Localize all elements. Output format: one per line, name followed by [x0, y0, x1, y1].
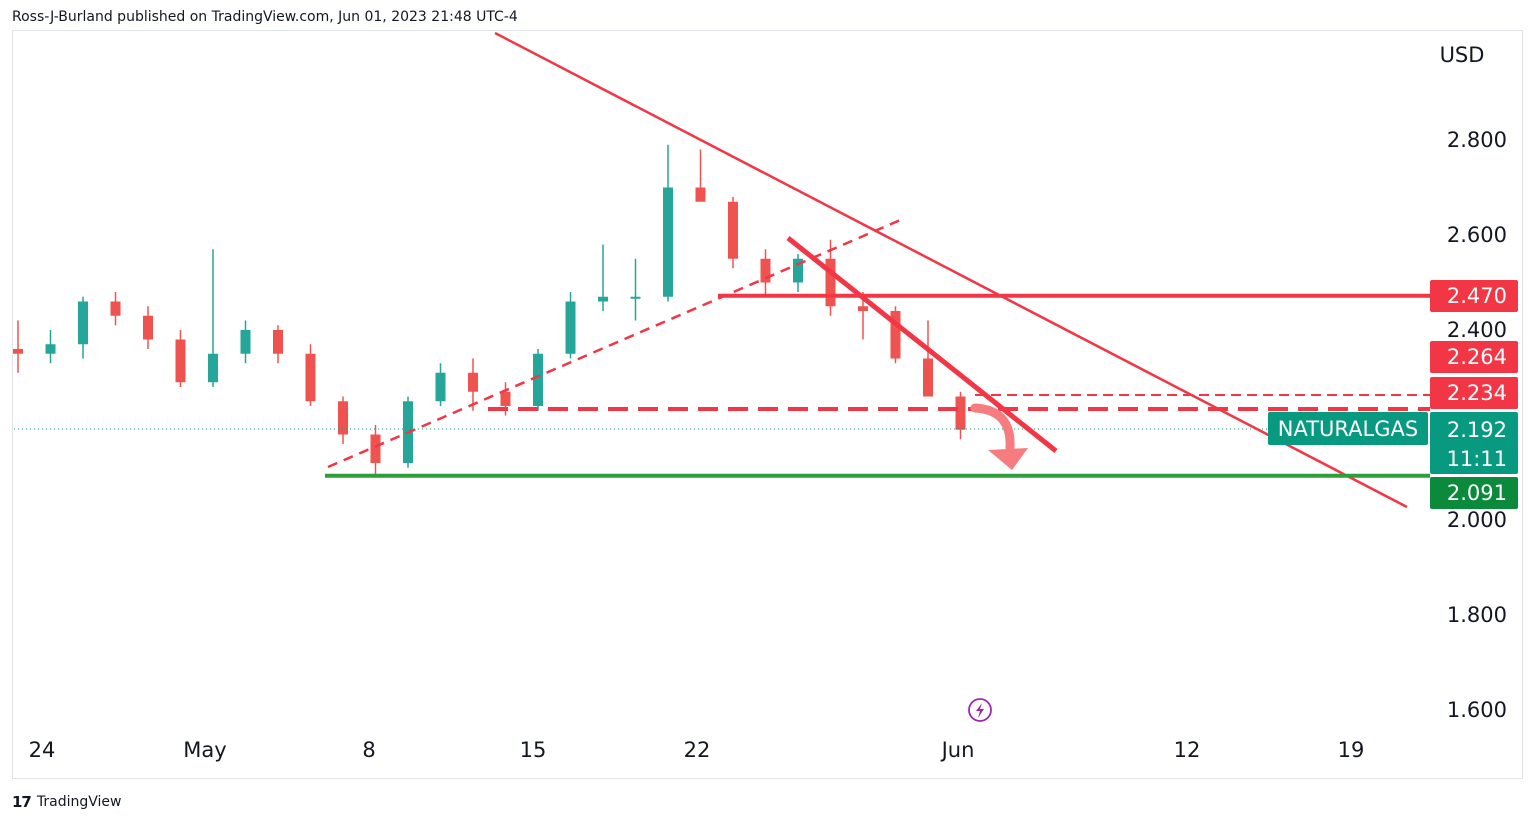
- time-axis: 24 May 8 15 22 Jun 12 19: [29, 698, 1365, 762]
- tag-2264-text: 2.264: [1447, 345, 1507, 369]
- candle-body: [78, 301, 88, 345]
- candle-body: [598, 296, 608, 302]
- candle-body: [923, 358, 933, 397]
- tag-2091-bg: [1430, 477, 1518, 509]
- projection-arrow-curve: [970, 403, 1015, 453]
- candle-body: [13, 349, 23, 354]
- price-tags-layer: 2.470 2.264 2.234 NATURALGAS 2.192 11:11 2.091: [1268, 280, 1518, 509]
- price-axis: USD 2.800 2.600 2.400 2.000 1.800 1.600: [1440, 43, 1507, 722]
- lightning-icon: [968, 698, 992, 722]
- candle-body: [533, 353, 543, 406]
- tag-2264-bg: [1430, 341, 1518, 373]
- y-tick-label: 2.000: [1447, 508, 1507, 532]
- candle-body: [468, 372, 478, 392]
- last-price-tag-bg: [1430, 412, 1518, 474]
- candle-body: [955, 396, 966, 430]
- lightning-bolt-icon: [976, 703, 984, 718]
- tag-2091-text: 2.091: [1447, 481, 1507, 505]
- candle-body: [728, 201, 738, 259]
- x-tick-label: 15: [520, 738, 547, 762]
- minor-downtrend-line: [786, 236, 1058, 453]
- x-tick-label: 19: [1338, 738, 1365, 762]
- x-tick-label: 22: [684, 738, 711, 762]
- candle-body: [338, 401, 348, 435]
- major-downtrend-line: [494, 31, 1408, 509]
- candle-body: [110, 301, 121, 316]
- chart-frame: [12, 30, 1523, 779]
- y-tick-label: 1.800: [1447, 603, 1507, 627]
- symbol-tag-bg: [1268, 412, 1428, 445]
- last-price-value: 2.192: [1447, 418, 1507, 442]
- symbol-name: NATURALGAS: [1278, 417, 1418, 441]
- x-tick-label: 24: [29, 738, 56, 762]
- candle-body: [630, 296, 641, 299]
- candle-body: [695, 187, 706, 202]
- y-tick-label: 2.400: [1447, 318, 1507, 342]
- candle-body: [825, 258, 836, 307]
- candle-body: [240, 330, 251, 354]
- candle-body: [273, 330, 283, 354]
- tag-2470-bg: [1430, 280, 1518, 312]
- candle-body: [890, 311, 901, 359]
- currency-label: USD: [1440, 43, 1485, 67]
- candles-layer: [13, 144, 966, 478]
- candle-body: [175, 339, 186, 383]
- tag-2234-bg: [1430, 377, 1518, 409]
- candle-body: [370, 434, 381, 463]
- x-tick-label: 12: [1174, 738, 1201, 762]
- y-tick-label: 2.800: [1447, 128, 1507, 152]
- candle-body: [500, 391, 511, 406]
- tag-2234-text: 2.234: [1447, 381, 1507, 405]
- candle-body: [435, 372, 446, 402]
- candle-body: [208, 353, 218, 383]
- footer[interactable]: 17 TradingView: [12, 793, 121, 811]
- drawings-layer: [14, 31, 1430, 509]
- x-tick-label: 8: [362, 738, 375, 762]
- footer-brand: TradingView: [36, 794, 122, 810]
- y-tick-label: 2.600: [1447, 223, 1507, 247]
- x-tick-label: May: [183, 738, 226, 762]
- tradingview-logo-icon: 17: [12, 793, 32, 811]
- x-tick-label: Jun: [940, 738, 975, 762]
- candle-body: [565, 301, 576, 354]
- bar-countdown: 11:11: [1446, 447, 1507, 471]
- candle-body: [663, 187, 673, 297]
- projection-arrow-head: [988, 448, 1028, 470]
- candle-body: [858, 306, 868, 311]
- candle-body: [143, 315, 153, 340]
- tag-2470-text: 2.470: [1447, 284, 1507, 308]
- candle-body: [305, 353, 316, 402]
- y-tick-label: 1.600: [1447, 698, 1507, 722]
- candle-body: [760, 258, 771, 283]
- publisher-header: Ross-J-Burland published on TradingView.…: [12, 9, 518, 25]
- candle-body: [45, 344, 56, 354]
- candle-body: [793, 258, 803, 283]
- dashed-uptrend-line: [327, 216, 906, 469]
